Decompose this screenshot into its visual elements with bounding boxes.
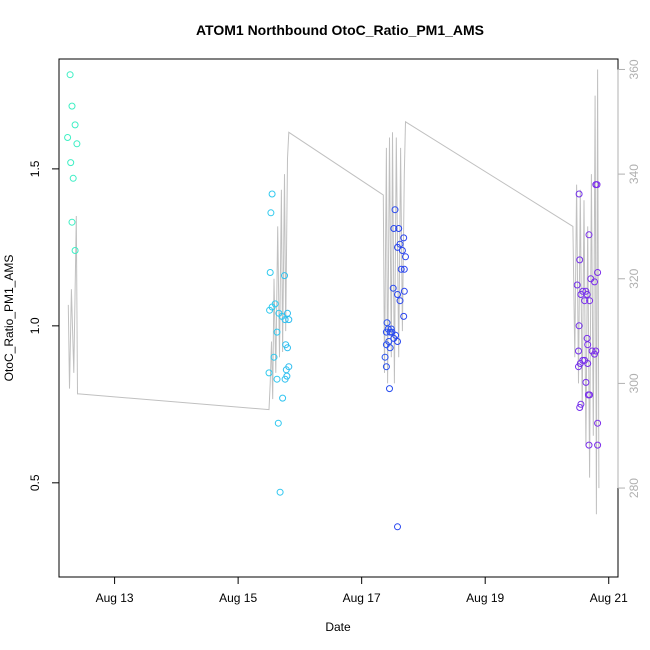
- data-point: [581, 297, 589, 305]
- series-line-group: [67, 69, 600, 515]
- x-tick-label: Aug 15: [219, 591, 257, 605]
- data-point: [68, 218, 76, 226]
- data-point: [591, 278, 598, 286]
- data-point: [576, 256, 584, 264]
- data-point: [575, 347, 582, 355]
- data-point: [594, 269, 602, 276]
- data-point: [394, 523, 401, 531]
- data-point: [394, 243, 401, 251]
- data-point: [575, 322, 583, 330]
- data-point: [585, 441, 593, 449]
- data-point: [400, 265, 408, 273]
- data-point: [386, 344, 394, 352]
- x-tick-label: Aug 17: [343, 591, 381, 605]
- data-point: [270, 353, 278, 361]
- data-point: [386, 385, 393, 393]
- data-point: [67, 159, 75, 167]
- data-point: [402, 253, 409, 261]
- data-point: [274, 419, 282, 427]
- data-point: [575, 363, 582, 371]
- data-point: [267, 209, 275, 217]
- data-point: [593, 181, 601, 189]
- data-point: [276, 488, 284, 496]
- data-point: [284, 309, 291, 317]
- data-point: [395, 225, 403, 232]
- data-point: [285, 316, 293, 324]
- data-point: [268, 190, 276, 198]
- y-axis-left: 0.5 1.0 1.5: [28, 160, 60, 491]
- data-point: [71, 121, 79, 129]
- data-point: [582, 378, 590, 386]
- data-point: [396, 297, 404, 305]
- data-point: [284, 344, 291, 352]
- y-tick-label: 0.5: [28, 474, 42, 491]
- data-point: [382, 363, 390, 371]
- data-point: [397, 265, 405, 273]
- data-point: [591, 350, 598, 358]
- series-line-path: [67, 69, 600, 515]
- y2-tick-label: 340: [627, 164, 641, 184]
- data-point: [586, 297, 594, 305]
- data-point: [400, 287, 408, 295]
- data-point: [279, 394, 287, 402]
- data-point: [281, 272, 288, 280]
- y2-tick-label: 300: [627, 373, 641, 393]
- data-point: [381, 353, 389, 361]
- data-point: [69, 174, 77, 182]
- y-tick-label: 1.5: [28, 160, 42, 177]
- data-point: [281, 375, 289, 383]
- data-point: [398, 247, 406, 254]
- data-point: [594, 419, 602, 427]
- series-points-group: [64, 71, 602, 531]
- data-point: [71, 247, 79, 254]
- data-point: [594, 441, 602, 449]
- data-point: [586, 391, 594, 399]
- data-point: [394, 291, 401, 298]
- data-point: [268, 303, 276, 311]
- data-point: [273, 328, 281, 336]
- y-axis-right: 280 300 320 340 360: [617, 59, 641, 498]
- data-point: [68, 102, 76, 110]
- data-point: [582, 287, 590, 295]
- data-point: [389, 284, 397, 292]
- data-point: [400, 312, 408, 320]
- data-point: [66, 71, 74, 79]
- data-point: [64, 134, 72, 141]
- data-point: [281, 316, 289, 324]
- y2-tick-label: 320: [627, 268, 641, 288]
- data-point: [573, 281, 581, 289]
- data-point: [592, 347, 600, 355]
- data-point: [73, 140, 81, 148]
- data-point: [576, 404, 584, 411]
- data-point: [577, 400, 585, 408]
- data-point: [266, 269, 274, 276]
- data-point: [394, 338, 401, 345]
- y-axis-label: OtoC_Ratio_PM1_AMS: [2, 255, 16, 382]
- x-tick-label: Aug 13: [96, 591, 134, 605]
- y-tick-label: 1.0: [28, 317, 42, 334]
- data-point: [391, 206, 399, 214]
- data-point: [583, 291, 591, 298]
- data-point: [273, 375, 281, 383]
- y2-tick-label: 360: [627, 59, 641, 79]
- x-axis-label: Date: [325, 620, 351, 634]
- x-tick-label: Aug 21: [590, 591, 628, 605]
- chart-title: ATOM1 Northbound OtoC_Ratio_PM1_AMS: [196, 22, 484, 38]
- data-point: [575, 190, 583, 198]
- data-point: [585, 231, 593, 239]
- x-axis: Aug 13 Aug 15 Aug 17 Aug 19 Aug 21: [96, 576, 628, 605]
- data-point: [387, 325, 395, 333]
- x-tick-label: Aug 19: [466, 591, 504, 605]
- data-point: [584, 360, 592, 367]
- data-point: [265, 369, 273, 377]
- data-point: [584, 341, 592, 349]
- data-point: [400, 234, 408, 242]
- data-point: [383, 319, 391, 327]
- y2-tick-label: 280: [627, 478, 641, 498]
- data-point: [390, 225, 398, 232]
- data-point: [384, 325, 392, 333]
